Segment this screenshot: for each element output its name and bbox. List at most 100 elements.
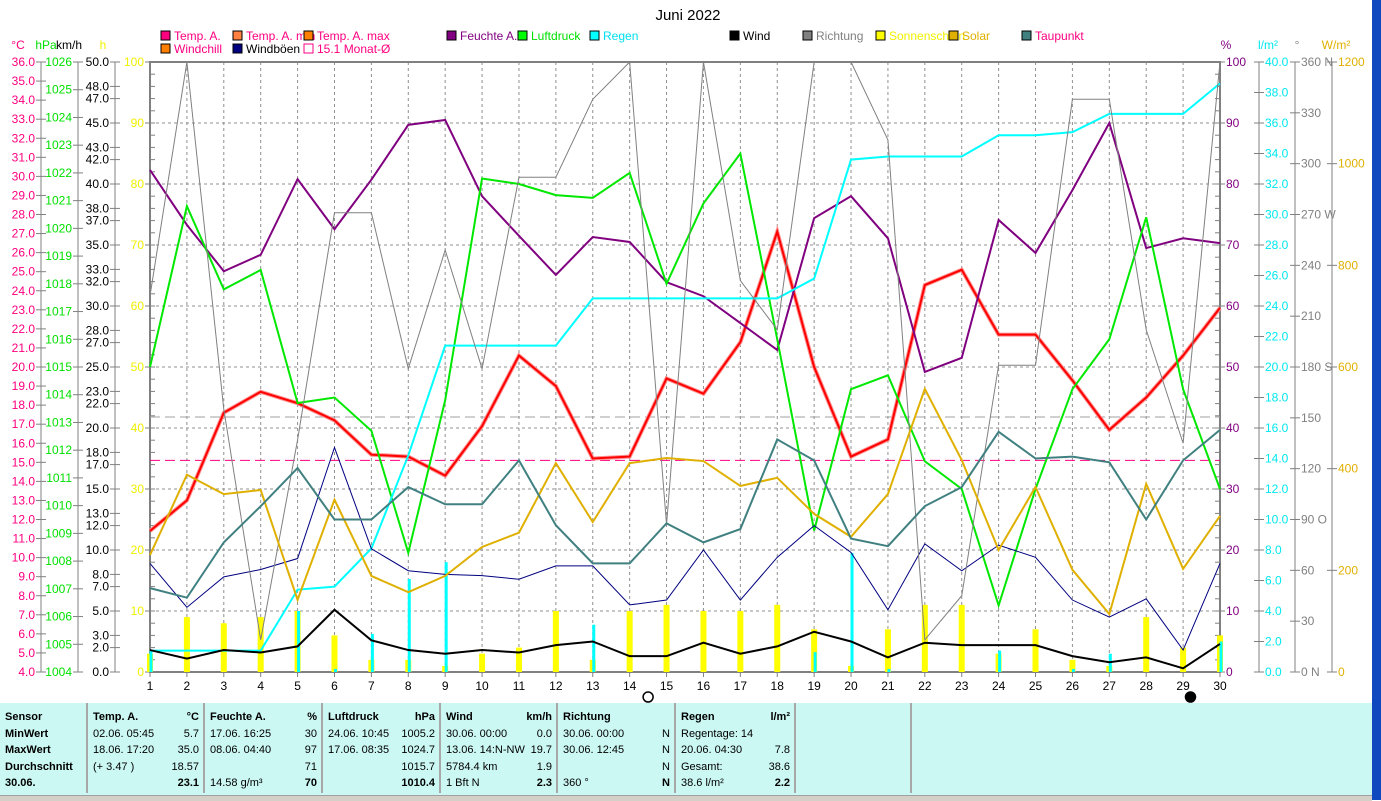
- axis-label-direction: 0 N: [1301, 665, 1320, 679]
- axis-label-direction: 300: [1301, 157, 1321, 171]
- axis-label-sun: 80: [131, 177, 145, 191]
- axis-label-temp: 30.0: [12, 169, 36, 183]
- axis-label-rain: 26.0: [1265, 269, 1289, 283]
- legend-item: Temp. A.: [174, 29, 221, 43]
- axis-label-pressure: 1009: [45, 526, 72, 540]
- table-cell: N: [662, 777, 670, 789]
- rain-daily-bar: [444, 562, 448, 672]
- legend-item: Wind: [743, 29, 770, 43]
- x-label: 28: [1140, 679, 1154, 693]
- rain-daily-bar: [1071, 668, 1075, 672]
- axis-label-temp: 27.0: [12, 227, 36, 241]
- axis-label-solar: 600: [1338, 360, 1358, 374]
- axis-label-sun: 10: [131, 604, 145, 618]
- x-label: 10: [475, 679, 489, 693]
- axis-label-pressure: 1024: [45, 110, 72, 124]
- axis-label-rain: 2.0: [1265, 635, 1282, 649]
- sunshine-bar: [626, 611, 633, 672]
- table-header: Luftdruck: [328, 711, 379, 723]
- table-cell: 23.1: [177, 777, 199, 789]
- axis-label-pressure: 1015: [45, 360, 72, 374]
- axis-unit-solar: W/m²: [1322, 38, 1351, 52]
- sunshine-bar: [1143, 617, 1150, 672]
- rain-daily-bar: [998, 650, 1002, 672]
- legend-swatch-icon: [446, 30, 457, 41]
- axis-label-sun: 30: [131, 482, 145, 496]
- axis-label-temp: 35.0: [12, 74, 36, 88]
- table-cell: 5784.4 km: [446, 760, 498, 773]
- x-label: 9: [442, 679, 449, 693]
- axis-unit-humidity: %: [1221, 38, 1232, 52]
- axis-label-solar: 200: [1338, 563, 1358, 577]
- axis-label-wind: 17.0: [86, 458, 110, 472]
- axis-label-wind: 27.0: [86, 336, 110, 350]
- table-header: km/h: [526, 711, 552, 723]
- table-header: Regen: [681, 711, 715, 723]
- axis-label-wind: 50.0: [86, 55, 110, 69]
- moon-new-icon: [1184, 691, 1197, 703]
- axis-label-pressure: 1006: [45, 610, 72, 624]
- table-cell: 18.06. 17:20: [93, 744, 155, 756]
- table-header: l/m²: [770, 711, 790, 723]
- table-cell: N: [662, 760, 670, 773]
- table-cell: MinWert: [5, 727, 49, 740]
- axis-label-pressure: 1017: [45, 305, 72, 319]
- axis-label-rain: 38.0: [1265, 86, 1289, 100]
- x-label: 22: [918, 679, 932, 693]
- axis-label-rain: 34.0: [1265, 147, 1289, 161]
- axis-label-temp: 18.0: [12, 398, 36, 412]
- table-cell: 20.06. 04:30: [681, 744, 743, 756]
- x-label: 12: [549, 679, 563, 693]
- rain-daily-bar: [850, 553, 854, 672]
- axis-label-temp: 32.0: [12, 131, 36, 145]
- x-label: 16: [697, 679, 711, 693]
- axis-label-humidity: 100: [1226, 55, 1246, 69]
- axis-label-temp: 34.0: [12, 93, 36, 107]
- sunshine-bar: [515, 647, 522, 672]
- legend-item: Feuchte A.: [460, 29, 517, 43]
- axis-label-rain: 16.0: [1265, 421, 1289, 435]
- table-cell: 08.06. 04:40: [210, 744, 272, 756]
- solar-line: [149, 386, 1221, 617]
- axis-label-direction: 90 O: [1301, 513, 1327, 527]
- table-cell: Gesamt:: [681, 760, 723, 773]
- table-column: Richtung 30.06. 00:00 N 30.06. 12:45 N N 360 …: [558, 703, 676, 793]
- axis-label-wind: 43.0: [86, 140, 110, 154]
- axis-label-pressure: 1011: [46, 471, 72, 485]
- axis-label-wind: 38.0: [86, 201, 110, 215]
- axis-label-temp: 19.0: [12, 379, 36, 393]
- table-cell: 19.7: [530, 744, 552, 756]
- x-label: 17: [734, 679, 748, 693]
- table-header: Feuchte A.: [210, 711, 266, 723]
- x-label: 20: [844, 679, 858, 693]
- axis-label-rain: 24.0: [1265, 299, 1289, 313]
- x-label: 3: [220, 679, 227, 693]
- table-header: Wind: [446, 711, 473, 723]
- axis-label-pressure: 1025: [45, 83, 72, 97]
- axis-label-sun: 90: [131, 116, 145, 130]
- legend-item: Taupunkt: [1035, 29, 1084, 43]
- sunshine-bar: [220, 623, 227, 672]
- x-label: 23: [955, 679, 969, 693]
- axis-unit-temp: °C: [11, 38, 25, 52]
- table-cell: 30: [304, 727, 317, 740]
- table-cell: 70: [304, 777, 317, 789]
- axis-label-wind: 42.0: [86, 153, 110, 167]
- x-label: 18: [771, 679, 785, 693]
- table-cell: 17.06. 16:25: [210, 727, 272, 740]
- axis-label-temp: 26.0: [12, 246, 36, 260]
- axis-label-wind: 13.0: [86, 506, 110, 520]
- axis-label-pressure: 1012: [45, 443, 72, 457]
- table-cell: 18.57: [171, 760, 199, 773]
- axis-label-rain: 8.0: [1265, 543, 1282, 557]
- axis-label-temp: 33.0: [12, 112, 36, 126]
- axis-label-wind: 33.0: [86, 262, 110, 276]
- legend-item: Sonnenschein: [889, 29, 965, 43]
- axis-label-temp: 21.0: [12, 341, 36, 355]
- axis-label-temp: 16.0: [12, 436, 36, 450]
- axis-label-wind: 28.0: [86, 323, 110, 337]
- sunshine-bar: [958, 604, 965, 672]
- statistics-table: Sensor MinWert MaxWert Durchschnitt 30.06. Te…: [0, 703, 1372, 795]
- axis-unit-wind: km/h: [56, 38, 82, 52]
- axis-label-sun: 20: [131, 543, 145, 557]
